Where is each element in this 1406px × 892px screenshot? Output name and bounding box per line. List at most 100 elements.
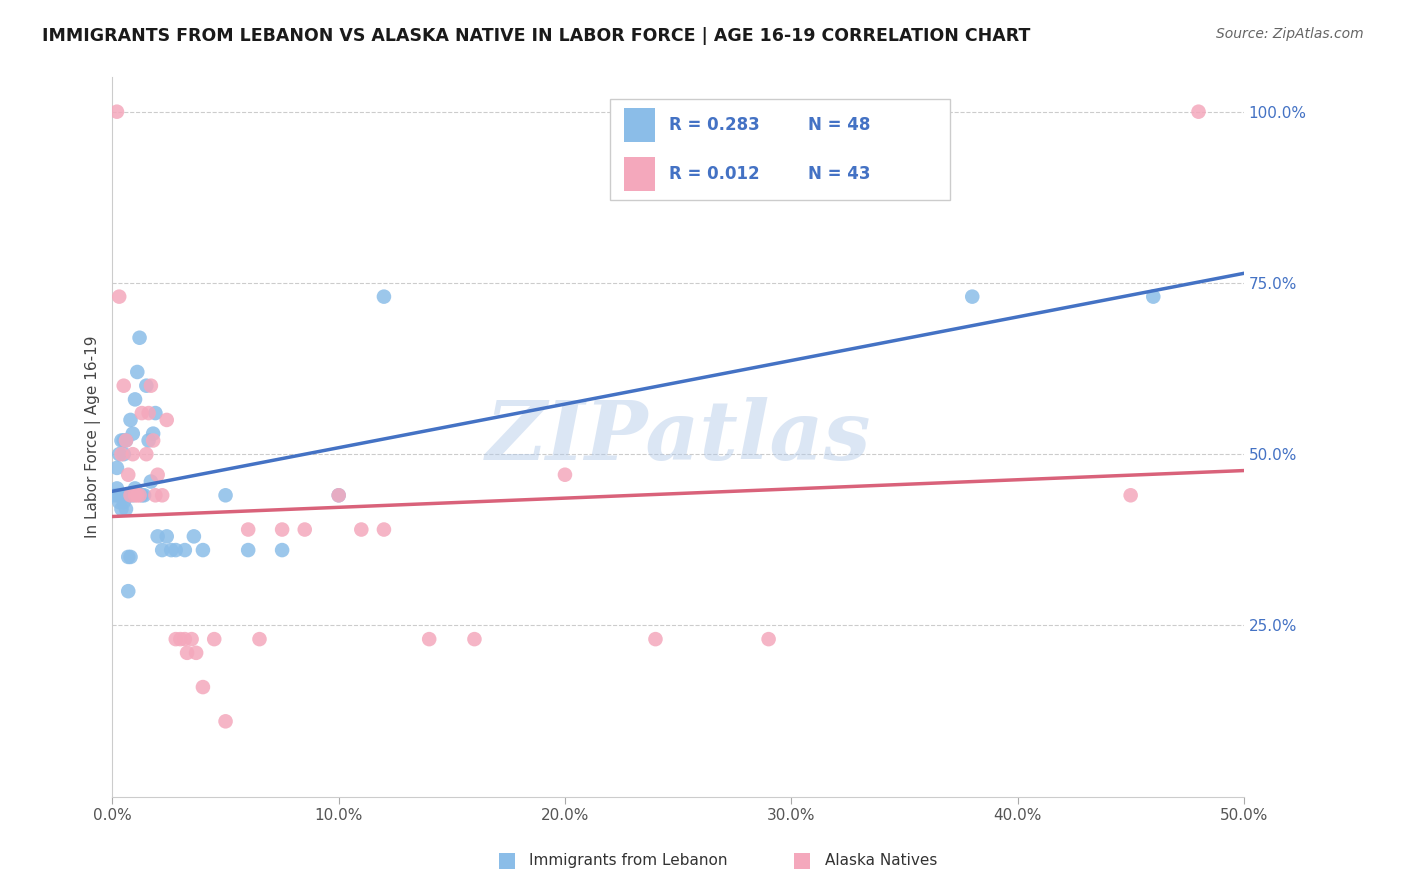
Point (124, 392, 146, 407)
Point (112, 447, 135, 461)
Text: R = 0.012: R = 0.012 (669, 165, 759, 183)
Point (104, 488, 127, 502)
Point (173, 543, 195, 558)
Text: ZIPatlas: ZIPatlas (485, 397, 870, 477)
Point (121, 426, 143, 441)
Bar (624, 108, 655, 142)
Text: R = 0.283: R = 0.283 (669, 116, 759, 134)
Point (145, 488, 167, 502)
Point (191, 680, 214, 694)
Text: Immigrants from Lebanon: Immigrants from Lebanon (529, 854, 728, 868)
Y-axis label: In Labor Force | Age 16-19: In Labor Force | Age 16-19 (86, 335, 101, 538)
Point (105, 482, 128, 496)
Point (115, 502, 138, 516)
Point (150, 543, 173, 558)
Point (121, 488, 143, 502)
Point (146, 529, 169, 543)
Point (132, 488, 155, 502)
Point (150, 488, 173, 502)
Point (128, 488, 150, 502)
Point (108, 495, 131, 509)
Point (121, 447, 143, 461)
Point (146, 467, 169, 482)
Point (105, 461, 128, 475)
Point (124, 488, 146, 502)
Point (373, 523, 395, 537)
Point (328, 488, 350, 502)
Point (156, 413, 179, 427)
Point (271, 523, 294, 537)
Point (554, 467, 576, 482)
Point (112, 434, 135, 448)
Point (202, 632, 225, 647)
Point (156, 529, 179, 543)
Point (214, 714, 236, 729)
Point (962, 290, 984, 304)
Text: N = 48: N = 48 (808, 116, 870, 134)
Point (142, 426, 165, 441)
Point (117, 488, 139, 502)
Point (135, 378, 157, 392)
Point (418, 632, 440, 647)
Point (138, 406, 160, 420)
Point (238, 543, 260, 558)
Point (139, 475, 162, 489)
Point (120, 549, 142, 564)
Text: IMMIGRANTS FROM LEBANON VS ALASKA NATIVE IN LABOR FORCE | AGE 16-19 CORRELATION : IMMIGRANTS FROM LEBANON VS ALASKA NATIVE… (42, 27, 1031, 45)
Point (1119, 488, 1142, 502)
Point (112, 378, 135, 392)
Point (110, 502, 132, 516)
Point (112, 488, 135, 502)
Text: N = 43: N = 43 (808, 165, 870, 183)
Point (173, 632, 195, 647)
Point (108, 290, 131, 304)
Point (108, 447, 131, 461)
Point (117, 467, 139, 482)
Point (183, 529, 205, 543)
Point (112, 495, 135, 509)
Point (165, 632, 187, 647)
Point (127, 488, 149, 502)
FancyBboxPatch shape (610, 99, 949, 200)
Point (238, 523, 260, 537)
Point (120, 488, 142, 502)
Point (169, 632, 191, 647)
Point (1142, 290, 1164, 304)
Point (463, 632, 485, 647)
Bar (624, 157, 655, 191)
Point (145, 406, 167, 420)
Point (184, 646, 207, 660)
Point (110, 434, 132, 448)
Point (294, 523, 316, 537)
Point (131, 488, 153, 502)
Point (105, 104, 128, 119)
Point (127, 365, 149, 379)
Point (135, 447, 157, 461)
Point (214, 488, 236, 502)
Point (115, 434, 138, 448)
Point (191, 543, 214, 558)
Point (758, 632, 780, 647)
Point (139, 378, 162, 392)
Point (373, 290, 395, 304)
Point (131, 406, 153, 420)
Point (115, 434, 138, 448)
Point (142, 434, 165, 448)
Point (117, 549, 139, 564)
Text: Alaska Natives: Alaska Natives (824, 854, 936, 868)
Point (128, 331, 150, 345)
Point (124, 482, 146, 496)
Point (249, 632, 271, 647)
Point (180, 632, 202, 647)
Point (138, 434, 160, 448)
Point (328, 488, 350, 502)
Point (644, 632, 666, 647)
Point (108, 488, 131, 502)
Point (1187, 104, 1209, 119)
Point (110, 447, 132, 461)
Point (160, 543, 183, 558)
Point (165, 543, 187, 558)
Point (271, 543, 294, 558)
Text: Source: ZipAtlas.com: Source: ZipAtlas.com (1216, 27, 1364, 41)
Point (117, 584, 139, 599)
